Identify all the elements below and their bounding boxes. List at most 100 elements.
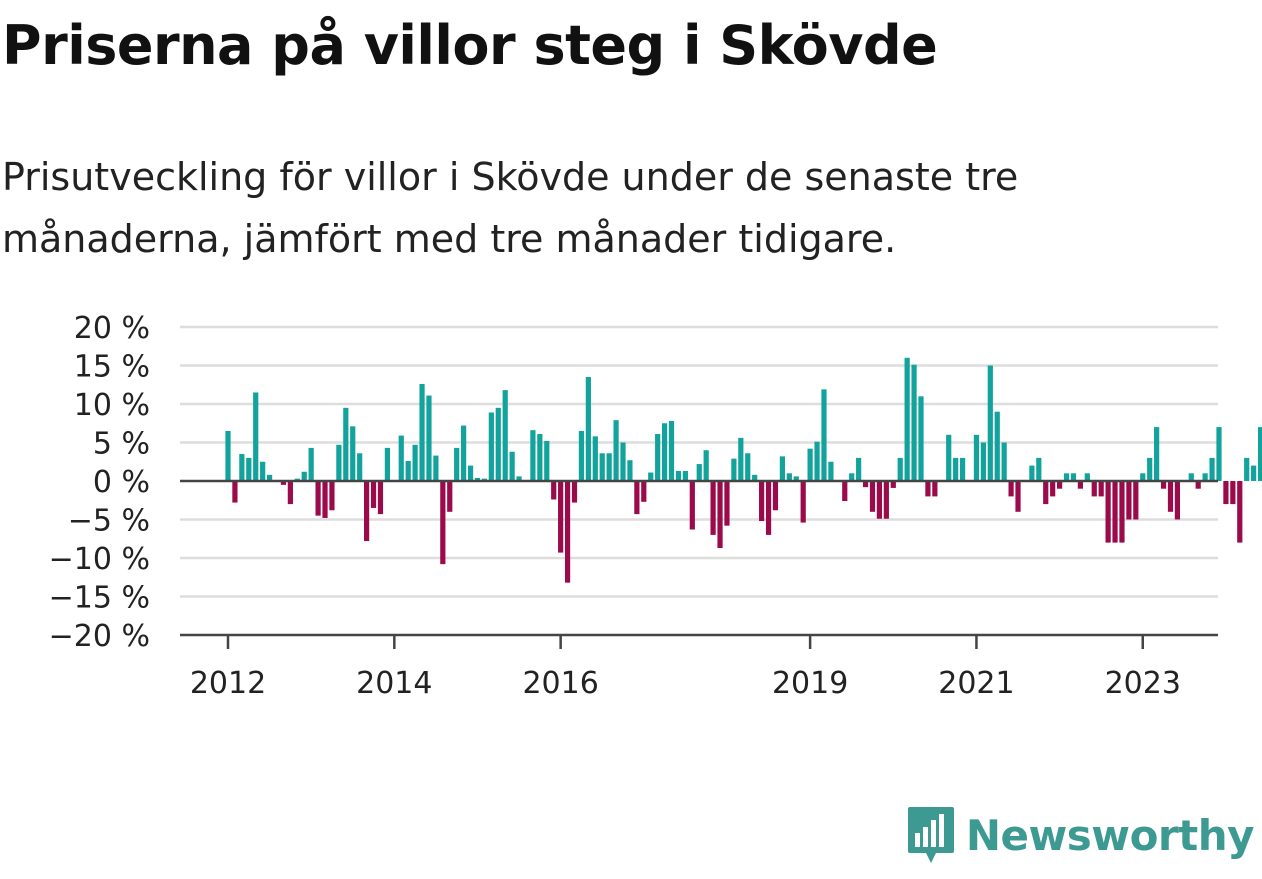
bar [897, 457, 903, 481]
bar [987, 365, 993, 481]
bar [419, 383, 425, 481]
x-tick-label: 2021 [938, 666, 1014, 701]
chart-title: Priserna på villor steg i Skövde [2, 14, 938, 77]
bar [1174, 481, 1181, 520]
y-tick-label: 20 % [74, 311, 150, 346]
bar [710, 481, 716, 535]
y-tick-label: 0 % [93, 465, 150, 500]
bar [675, 470, 682, 481]
bar [1070, 473, 1077, 481]
bar [973, 434, 980, 481]
bar [627, 460, 633, 481]
grid-lines [180, 325, 1218, 598]
bar [467, 465, 474, 481]
bar [1126, 481, 1132, 520]
bar [225, 430, 231, 481]
bar [599, 453, 605, 481]
bar [821, 389, 827, 481]
bar [308, 447, 314, 481]
bar [1154, 427, 1160, 481]
x-tick-label: 2023 [1105, 666, 1181, 701]
bar [447, 481, 453, 512]
y-tick-label: 10 % [74, 388, 150, 423]
bar [537, 434, 543, 481]
bar [495, 407, 501, 481]
bar [1057, 481, 1063, 489]
bar [1077, 481, 1083, 489]
bar [343, 407, 349, 481]
bar [655, 434, 661, 481]
bar [398, 435, 404, 481]
bar [765, 481, 772, 535]
bar [661, 423, 668, 481]
bar [1105, 481, 1111, 543]
bar [1063, 473, 1070, 481]
bar [890, 481, 896, 488]
bar [461, 425, 467, 481]
y-tick-label: −20 % [49, 619, 150, 654]
bar [1112, 481, 1118, 543]
bar [239, 454, 245, 481]
bar [911, 364, 917, 481]
bar [585, 377, 591, 481]
bar [717, 481, 723, 548]
bar [1084, 473, 1090, 481]
y-axis-ticks: 20 % 15 %10 % 5 %0 % −5 %−10 % −15 %−20 % [49, 311, 150, 654]
bar [1015, 481, 1021, 512]
bar [1008, 481, 1014, 497]
y-tick-label: −15 % [49, 581, 150, 616]
bar [738, 437, 744, 481]
bar [440, 481, 446, 565]
bars [225, 357, 1262, 583]
bar [1216, 427, 1222, 481]
chart-subtitle: Prisutveckling för villor i Skövde under… [2, 155, 1019, 261]
bar [571, 481, 578, 503]
y-tick-label: 5 % [93, 427, 150, 462]
bar [516, 476, 522, 481]
x-tick-label: 2014 [356, 666, 432, 701]
bar [925, 481, 931, 497]
bar [613, 420, 619, 481]
bar [876, 481, 883, 519]
bar [1036, 457, 1042, 481]
bar [959, 457, 966, 481]
bar [800, 481, 806, 523]
bar [1195, 481, 1201, 489]
bar [301, 471, 307, 481]
bar [1043, 481, 1049, 505]
bar [329, 481, 335, 511]
bar [266, 474, 273, 481]
axes [180, 479, 1218, 637]
bar [814, 441, 820, 481]
bar [828, 461, 834, 481]
bar [869, 481, 876, 512]
bar [883, 481, 889, 519]
bar [280, 481, 287, 485]
bar [564, 481, 571, 583]
brand-name: Newsworthy [965, 810, 1255, 860]
bar [322, 481, 328, 518]
x-tick-label: 2012 [190, 666, 266, 701]
bar [793, 476, 799, 481]
bar [752, 474, 758, 481]
bar [1091, 481, 1097, 497]
bar [745, 453, 751, 481]
bar [1119, 481, 1125, 543]
bar [592, 436, 598, 481]
bar [350, 426, 356, 481]
bar [842, 481, 848, 502]
bar [509, 451, 515, 481]
bar [759, 481, 765, 522]
bar [641, 481, 647, 502]
bar [648, 472, 654, 481]
bar [426, 395, 432, 481]
y-tick-label: 15 % [74, 350, 150, 385]
bar [696, 464, 702, 481]
bar [1167, 481, 1174, 512]
bar [1001, 442, 1007, 481]
bar [703, 450, 709, 481]
bar [856, 457, 862, 481]
bar [502, 390, 508, 481]
bar [772, 481, 779, 511]
bar [918, 396, 924, 481]
